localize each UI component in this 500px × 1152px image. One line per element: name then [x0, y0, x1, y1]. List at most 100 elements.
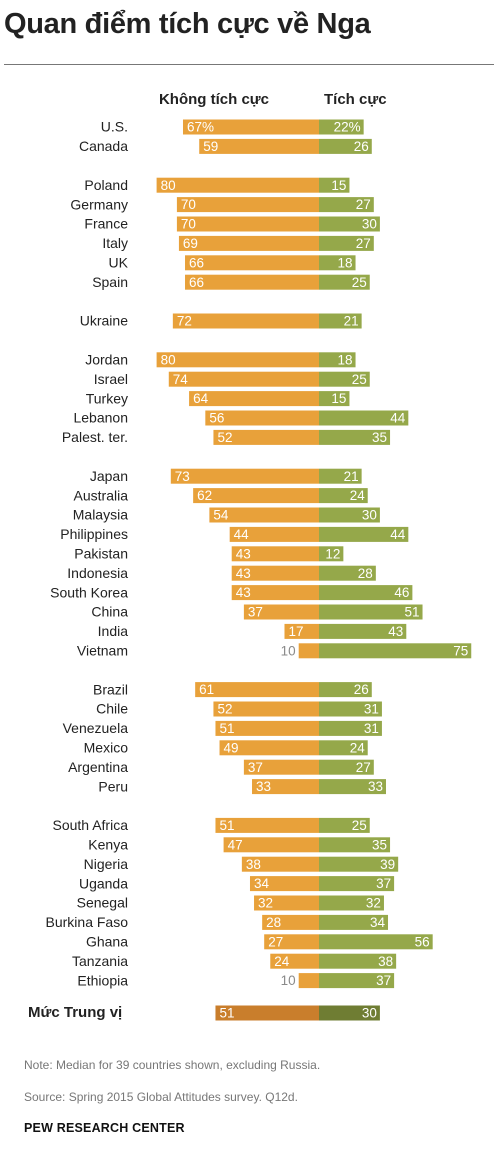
bar-unfavorable	[185, 274, 319, 290]
bar-unfavorable	[199, 138, 319, 154]
value-favorable: 33	[368, 779, 383, 794]
bar-unfavorable	[264, 934, 319, 950]
country-label: Germany	[70, 196, 128, 212]
value-unfavorable: 70	[181, 197, 196, 212]
bar-unfavorable	[219, 740, 319, 756]
bar-unfavorable	[252, 779, 319, 795]
bar-unfavorable	[231, 585, 319, 601]
country-label: Lebanon	[73, 410, 128, 426]
country-label: Philippines	[60, 526, 128, 542]
value-unfavorable: 51	[219, 818, 234, 833]
bar-unfavorable	[185, 255, 319, 271]
bar-favorable	[319, 914, 389, 930]
bar-unfavorable	[243, 604, 319, 620]
country-label: India	[98, 623, 129, 639]
bar-favorable	[319, 682, 372, 698]
value-unfavorable: 24	[274, 954, 290, 969]
bar-unfavorable	[213, 701, 319, 717]
value-unfavorable: 73	[175, 469, 190, 484]
value-unfavorable: 10	[281, 973, 296, 988]
country-label: Peru	[98, 778, 128, 794]
country-label: Senegal	[77, 895, 128, 911]
value-unfavorable: 52	[217, 430, 232, 445]
bar-favorable	[319, 526, 409, 542]
bar-favorable	[319, 177, 350, 193]
bar-favorable	[319, 720, 382, 736]
bar-unfavorable	[189, 391, 319, 407]
country-label: Ghana	[86, 934, 128, 950]
value-favorable: 32	[366, 896, 381, 911]
country-label: Japan	[90, 468, 128, 484]
value-unfavorable: 28	[266, 915, 281, 930]
bar-unfavorable	[215, 817, 319, 833]
value-favorable: 51	[404, 605, 419, 620]
country-label: Canada	[79, 138, 128, 154]
value-unfavorable: 52	[217, 702, 232, 717]
bar-favorable	[319, 235, 374, 251]
bar-favorable	[319, 138, 372, 154]
country-label: Kenya	[88, 837, 128, 853]
value-unfavorable: 54	[213, 508, 229, 523]
value-favorable: 56	[415, 934, 430, 949]
bar-favorable	[319, 643, 472, 659]
value-unfavorable: 66	[189, 255, 204, 270]
bar-unfavorable	[213, 429, 319, 445]
bar-unfavorable	[176, 197, 319, 213]
value-favorable: 18	[338, 352, 353, 367]
bar-favorable	[319, 507, 380, 523]
country-label: Venezuela	[63, 720, 129, 736]
bar-unfavorable	[156, 352, 319, 368]
bar-unfavorable	[298, 643, 319, 659]
value-favorable: 21	[344, 469, 359, 484]
chart-source: Source: Spring 2015 Global Attitudes sur…	[24, 1090, 298, 1104]
country-label: Italy	[102, 235, 128, 251]
bar-favorable	[319, 546, 344, 562]
value-favorable: 38	[378, 954, 393, 969]
bar-unfavorable	[172, 313, 319, 329]
value-unfavorable: 43	[236, 566, 251, 581]
value-favorable: 37	[376, 973, 391, 988]
bar-favorable	[319, 216, 380, 232]
value-unfavorable: 34	[254, 876, 270, 891]
bar-favorable	[319, 255, 356, 271]
country-label: Burkina Faso	[46, 914, 129, 930]
country-label: Pakistan	[74, 546, 128, 562]
bar-favorable	[319, 410, 409, 426]
value-unfavorable: 43	[236, 585, 251, 600]
bar-unfavorable	[241, 856, 319, 872]
value-unfavorable: 74	[173, 372, 189, 387]
country-label: Nigeria	[84, 856, 129, 872]
bar-unfavorable	[182, 119, 319, 135]
bar-favorable-median	[319, 1005, 380, 1021]
value-unfavorable: 61	[199, 682, 214, 697]
bar-favorable	[319, 953, 397, 969]
title-divider	[4, 64, 494, 65]
country-label: Spain	[92, 274, 128, 290]
bar-favorable	[319, 352, 356, 368]
bar-favorable	[319, 274, 370, 290]
country-label: France	[84, 216, 128, 232]
bar-unfavorable-median	[215, 1005, 319, 1021]
value-unfavorable-median: 51	[219, 1006, 234, 1021]
value-favorable: 27	[356, 236, 371, 251]
bar-unfavorable	[195, 682, 319, 698]
country-label: Uganda	[79, 875, 128, 891]
bar-unfavorable	[249, 876, 319, 892]
bar-unfavorable	[205, 410, 319, 426]
bar-favorable	[319, 604, 423, 620]
country-label: Poland	[84, 177, 128, 193]
bar-unfavorable	[168, 371, 319, 387]
bar-favorable	[319, 759, 374, 775]
legend-unfavorable: Không tích cực	[159, 91, 269, 108]
value-unfavorable: 64	[193, 391, 209, 406]
bar-favorable	[319, 817, 370, 833]
bar-favorable	[319, 856, 399, 872]
value-unfavorable: 44	[234, 527, 250, 542]
value-unfavorable: 43	[236, 546, 251, 561]
bar-unfavorable	[231, 546, 319, 562]
value-unfavorable: 66	[189, 275, 204, 290]
bar-unfavorable	[178, 235, 319, 251]
value-favorable: 30	[362, 508, 377, 523]
value-unfavorable: 47	[228, 837, 243, 852]
